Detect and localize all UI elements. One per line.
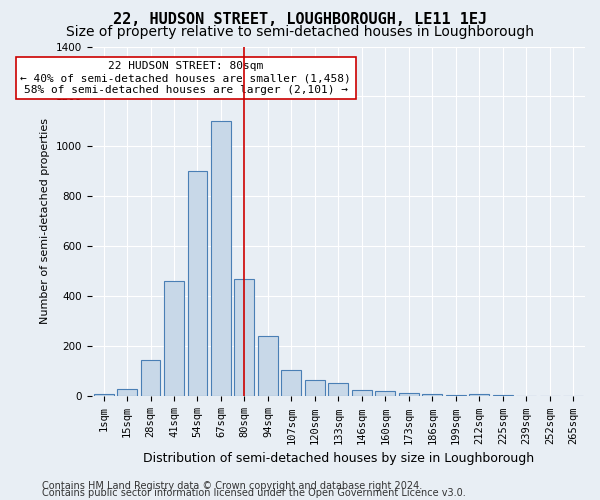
Bar <box>399 394 419 396</box>
Bar <box>235 279 254 396</box>
Bar <box>422 394 442 396</box>
Y-axis label: Number of semi-detached properties: Number of semi-detached properties <box>40 118 50 324</box>
Bar <box>328 382 349 396</box>
Bar <box>352 390 372 396</box>
Bar <box>140 360 160 397</box>
Text: 22 HUDSON STREET: 80sqm
← 40% of semi-detached houses are smaller (1,458)
58% of: 22 HUDSON STREET: 80sqm ← 40% of semi-de… <box>20 62 351 94</box>
Text: Contains HM Land Registry data © Crown copyright and database right 2024.: Contains HM Land Registry data © Crown c… <box>42 481 422 491</box>
Bar <box>94 394 113 396</box>
Text: 22, HUDSON STREET, LOUGHBOROUGH, LE11 1EJ: 22, HUDSON STREET, LOUGHBOROUGH, LE11 1E… <box>113 12 487 28</box>
Bar <box>188 172 208 396</box>
Bar <box>117 390 137 396</box>
Bar <box>376 392 395 396</box>
Text: Size of property relative to semi-detached houses in Loughborough: Size of property relative to semi-detach… <box>66 25 534 39</box>
Bar <box>164 282 184 397</box>
Text: Contains public sector information licensed under the Open Government Licence v3: Contains public sector information licen… <box>42 488 466 498</box>
Bar <box>446 395 466 396</box>
Bar <box>469 394 489 396</box>
Bar <box>305 380 325 396</box>
X-axis label: Distribution of semi-detached houses by size in Loughborough: Distribution of semi-detached houses by … <box>143 452 534 465</box>
Bar <box>493 395 513 396</box>
Bar <box>281 370 301 396</box>
Bar <box>258 336 278 396</box>
Bar <box>211 122 231 396</box>
